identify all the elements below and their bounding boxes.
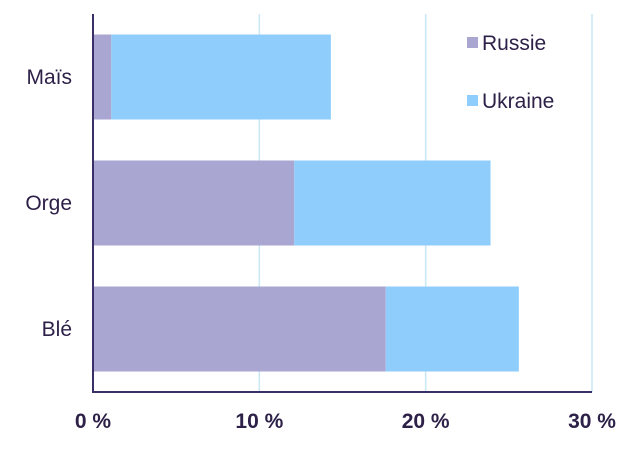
legend: Russie Ukraine (467, 32, 554, 113)
bar-ukraine-1 (294, 160, 491, 246)
category-label: Maïs (26, 66, 72, 89)
bar-russie-2 (93, 286, 386, 372)
bars (93, 34, 519, 372)
labels: Maïs Orge Blé 0 % 10 % 20 % 30 % (25, 66, 616, 433)
bar-russie-1 (93, 160, 295, 246)
bar-russie-0 (93, 34, 112, 120)
bar-ukraine-0 (111, 34, 331, 120)
x-tick-label: 20 % (402, 410, 450, 433)
x-tick-label: 10 % (235, 410, 283, 433)
category-label: Blé (42, 318, 72, 341)
axes (92, 14, 592, 393)
legend-swatch-ukraine (467, 95, 478, 106)
x-tick-label: 0 % (75, 410, 112, 433)
legend-label-russie: Russie (482, 32, 546, 55)
legend-label-ukraine: Ukraine (482, 90, 554, 113)
category-label: Orge (25, 192, 72, 215)
legend-swatch-russie (467, 37, 478, 48)
bar-ukraine-2 (385, 286, 519, 372)
x-tick-label: 30 % (568, 410, 616, 433)
